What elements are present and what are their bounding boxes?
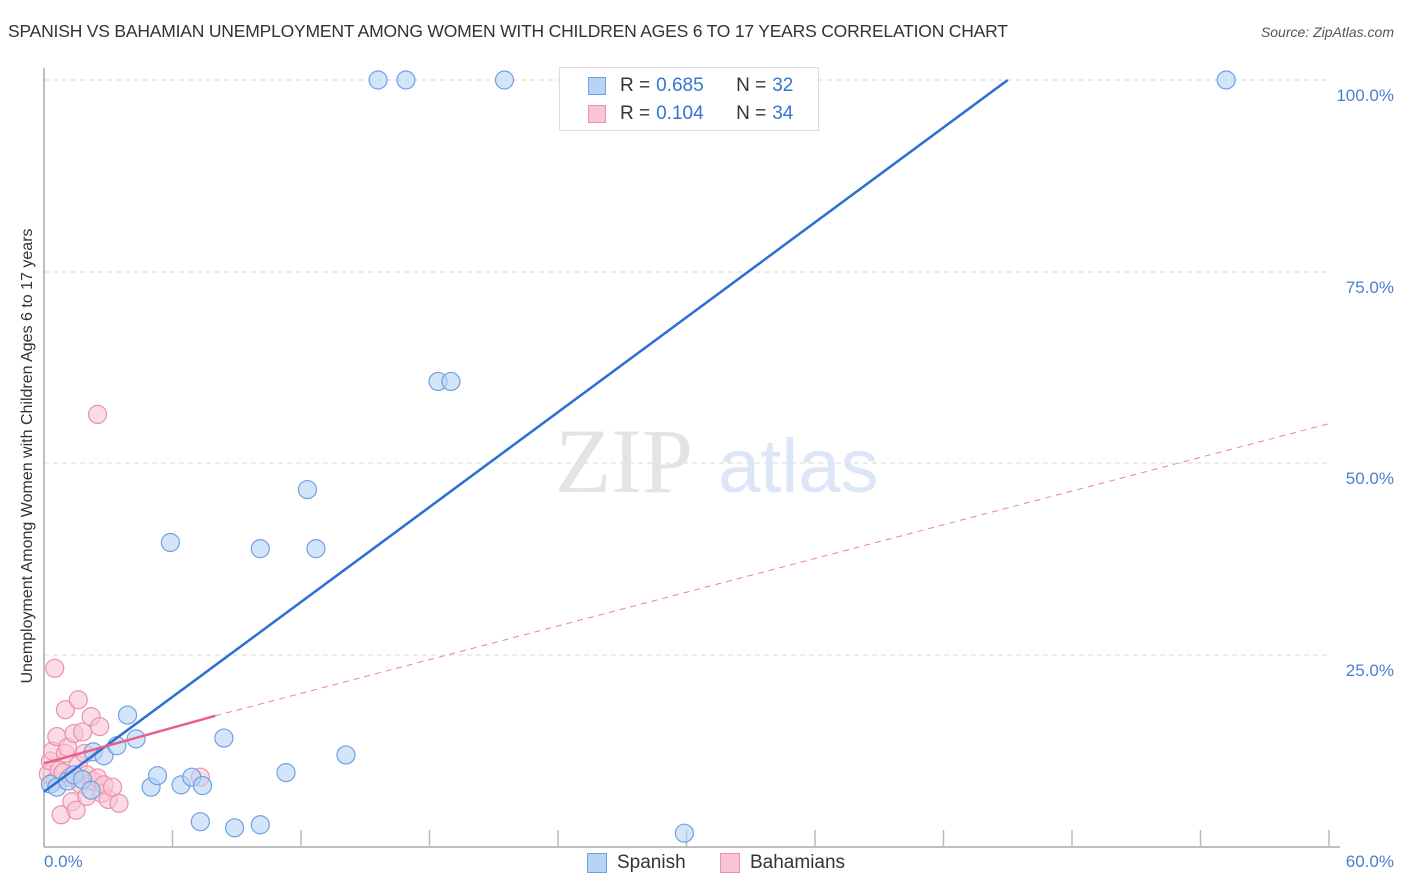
y-axis-label: Unemployment Among Women with Children A… [19,228,36,684]
data-point [90,716,110,737]
data-point [147,766,168,786]
data-point [368,70,388,90]
data-point [160,532,180,553]
x-tick-0: 0.0% [44,852,83,871]
svg-text:ZIP: ZIP [555,410,693,512]
data-point [276,763,296,783]
data-point [306,539,326,559]
data-point [55,700,76,720]
data-point [225,818,245,838]
svg-text:atlas: atlas [718,424,879,509]
trendlines [43,78,1330,793]
spanish-swatch-icon [588,77,606,95]
data-point [192,776,213,796]
bahamians-legend-icon [720,853,740,873]
data-point [336,745,356,765]
spanish-n-value: 32 [772,75,794,96]
y-tick-75: 75.0% [1345,278,1394,297]
data-point [109,793,129,813]
data-point [68,690,88,710]
chart-title: SPANISH VS BAHAMIAN UNEMPLOYMENT AMONG W… [8,21,1008,41]
data-point [117,705,138,725]
data-point [494,70,515,90]
legend-row-bahamians: R = 0.104 N = 34 [588,103,793,125]
bahamian-points [38,404,210,825]
data-point [250,815,270,835]
y-tick-50: 50.0% [1345,469,1394,488]
data-point [190,812,210,832]
data-point [674,823,694,843]
data-point [396,70,416,90]
data-point [45,658,65,678]
bahamians-r-value: 0.104 [656,103,704,124]
bahamians-swatch-icon [588,105,606,123]
spanish-r-value: 0.685 [656,75,704,96]
x-tick-60: 60.0% [1345,852,1394,871]
legend-item-bahamians[interactable]: Bahamians [720,852,845,874]
data-point [297,479,318,500]
data-point [214,728,234,748]
legend-row-spanish: R = 0.685 N = 32 [588,75,793,97]
gridlines [44,79,1330,656]
data-point [66,800,86,820]
watermark: ZIP atlas [555,410,879,512]
spanish-points [40,70,1236,843]
source-label: Source: ZipAtlas.com [1260,24,1394,40]
data-point [87,404,108,425]
data-point [441,371,461,392]
spanish-legend-icon [587,853,607,873]
legend-item-spanish[interactable]: Spanish [587,852,686,874]
data-point [72,722,93,742]
bahamians-n-value: 34 [772,103,794,124]
y-tick-100: 100.0% [1336,86,1394,105]
data-point [81,780,101,800]
y-tick-25: 25.0% [1345,661,1394,680]
data-point [1216,70,1236,90]
data-point [250,539,270,559]
data-point [102,777,123,797]
correlation-legend: R = 0.685 N = 32 R = 0.104 N = 34 [559,67,819,131]
